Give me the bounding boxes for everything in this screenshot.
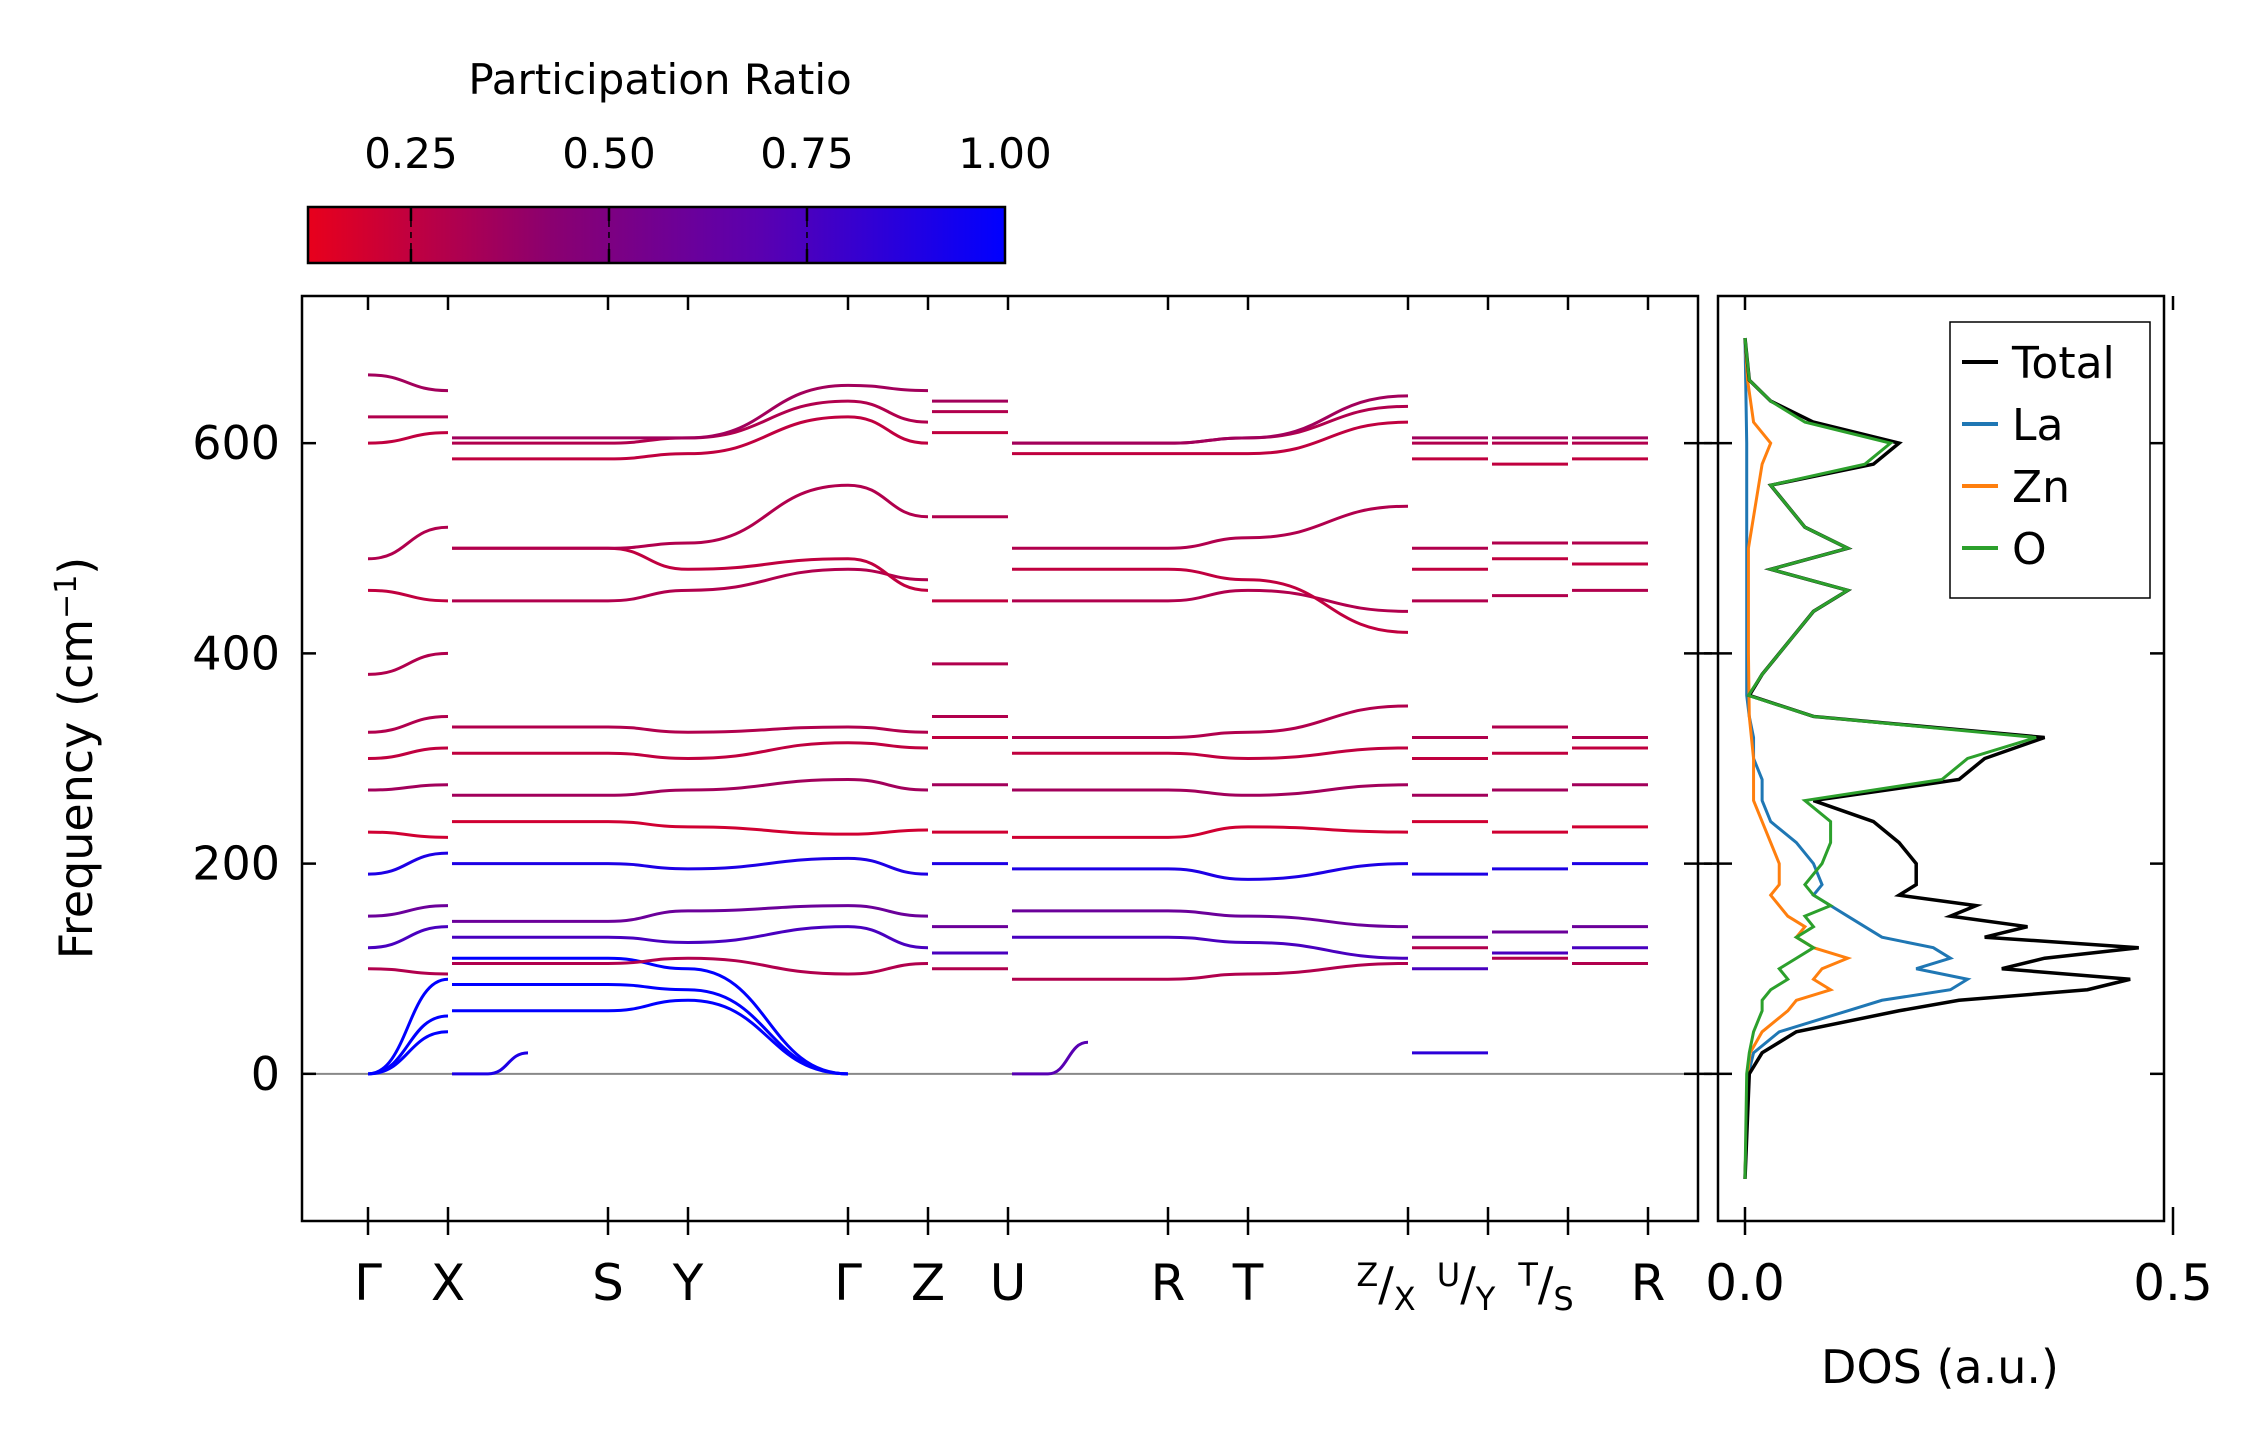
band-line bbox=[367, 925, 1648, 971]
k-point-label-top: U bbox=[1437, 1256, 1460, 1294]
k-point-label: Z/X bbox=[1356, 1256, 1415, 1318]
dos-legend: Total La Zn O bbox=[1949, 321, 2151, 599]
band-line bbox=[367, 415, 1648, 466]
band-line bbox=[367, 820, 1648, 839]
band-line bbox=[367, 735, 1648, 761]
legend-entry: Total bbox=[2011, 338, 2115, 389]
k-point-label: T bbox=[1232, 1254, 1264, 1312]
colorbar-gradient bbox=[306, 205, 1007, 265]
k-point-label-bottom: S bbox=[1553, 1280, 1573, 1318]
dos-line-la bbox=[1743, 338, 1972, 1179]
y-tick-label: 400 bbox=[192, 626, 280, 680]
dos-panel: 0.0 0.5 DOS (a.u.) Total La Zn O bbox=[1704, 294, 2213, 1394]
k-point-label: Γ bbox=[354, 1254, 382, 1312]
k-point-label-slash: / bbox=[1460, 1257, 1476, 1311]
k-point-label: R bbox=[1151, 1254, 1186, 1312]
y-tick-label: 0 bbox=[251, 1047, 280, 1101]
k-point-label: U bbox=[990, 1254, 1027, 1312]
dos-lines bbox=[1743, 337, 2139, 1180]
y-axis-label-sup: −1 bbox=[49, 575, 84, 619]
colorbar-tick-label: 0.50 bbox=[562, 129, 656, 178]
dos-x-tick-label: 0.5 bbox=[2133, 1254, 2213, 1312]
colorbar-ticks: 0.25 0.50 0.75 1.00 bbox=[364, 129, 1052, 263]
band-line bbox=[367, 546, 1648, 634]
band-line bbox=[452, 1051, 529, 1076]
k-point-label: U/Y bbox=[1437, 1256, 1496, 1318]
dos-line-zn bbox=[1743, 337, 1853, 1179]
legend-frame bbox=[1949, 321, 2151, 599]
legend-entry: La bbox=[2012, 400, 2063, 451]
k-point-label-bottom: Y bbox=[1475, 1280, 1496, 1318]
dos-x-tick-label: 0.0 bbox=[1705, 1254, 1785, 1312]
k-point-label: Y bbox=[672, 1254, 704, 1312]
y-axis-label-close: ) bbox=[49, 557, 103, 575]
k-point-label: Γ bbox=[834, 1254, 862, 1312]
y-tick-label: 200 bbox=[192, 837, 280, 891]
k-point-label-top: T bbox=[1517, 1256, 1538, 1294]
dos-x-axis-label: DOS (a.u.) bbox=[1821, 1340, 2059, 1394]
band-line bbox=[367, 373, 1648, 445]
band-axes-frame bbox=[300, 294, 1700, 1223]
band-lines bbox=[302, 373, 1690, 1076]
band-line bbox=[367, 946, 1648, 981]
band-line bbox=[367, 778, 1648, 797]
k-point-label: R bbox=[1631, 1254, 1666, 1312]
band-line bbox=[367, 904, 1648, 939]
dos-line-o bbox=[1743, 337, 2037, 1179]
band-line bbox=[1012, 1040, 1089, 1076]
k-point-label: X bbox=[431, 1254, 465, 1312]
y-tick-label: 600 bbox=[192, 416, 280, 470]
k-point-label-top: Z bbox=[1356, 1256, 1378, 1294]
dos-axes-ticks: 0.0 0.5 bbox=[1704, 296, 2213, 1312]
k-point-label-slash: / bbox=[1378, 1257, 1394, 1311]
band-line bbox=[367, 567, 1648, 676]
colorbar-label: Participation Ratio bbox=[468, 55, 851, 104]
legend-entry: Zn bbox=[2012, 462, 2070, 513]
k-point-label-bottom: X bbox=[1394, 1280, 1416, 1318]
colorbar-tick-label: 1.00 bbox=[958, 129, 1052, 178]
legend-entry: O bbox=[2012, 524, 2047, 575]
dos-axes-frame bbox=[1716, 294, 2166, 1223]
band-line bbox=[367, 851, 1648, 881]
band-line bbox=[367, 483, 1648, 561]
y-axis-label-main: Frequency (cm bbox=[49, 619, 103, 959]
band-line bbox=[367, 998, 849, 1076]
colorbar: Participation Ratio 0.25 0.50 0.75 1.00 bbox=[306, 55, 1052, 265]
k-point-label: S bbox=[592, 1254, 624, 1312]
colorbar-tick-label: 0.75 bbox=[760, 129, 854, 178]
y-axis-label: Frequency (cm−1) bbox=[49, 557, 103, 960]
k-point-label: T/S bbox=[1517, 1256, 1573, 1318]
colorbar-tick-label: 0.25 bbox=[364, 129, 458, 178]
k-point-label: Z bbox=[911, 1254, 945, 1312]
band-line bbox=[367, 704, 1648, 739]
k-point-label-slash: / bbox=[1538, 1257, 1554, 1311]
